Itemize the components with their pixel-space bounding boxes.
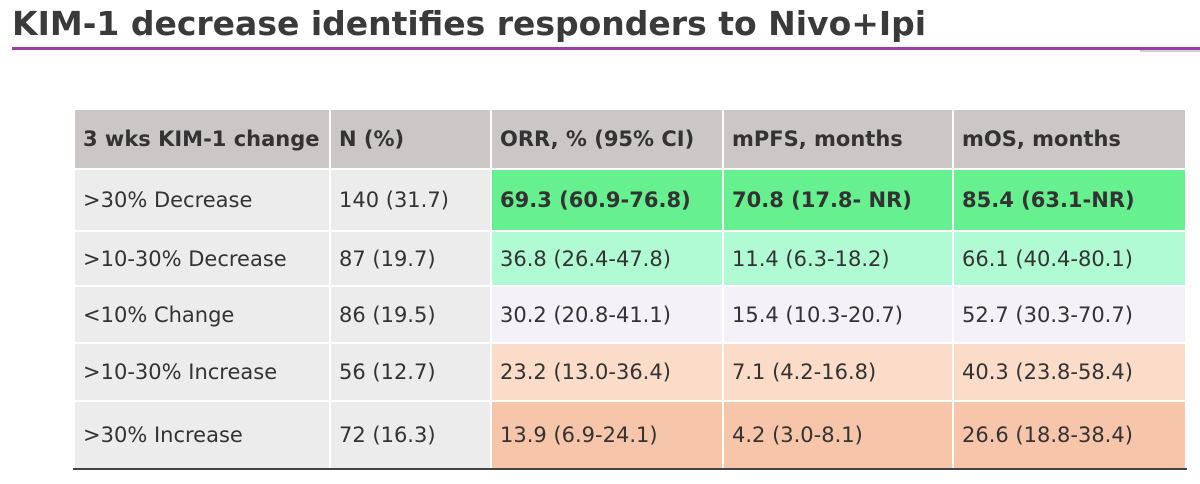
column-header: N (%) xyxy=(329,108,492,170)
table-cell: 86 (19.5) xyxy=(329,285,492,344)
results-table: 3 wks KIM-1 change N (%) ORR, % (95% CI) mP… xyxy=(73,108,1187,470)
table-cell: 140 (31.7) xyxy=(329,168,492,232)
table-cell: 72 (16.3) xyxy=(329,400,492,470)
table-cell: 26.6 (18.8-38.4) xyxy=(952,400,1187,470)
row-label: >30% Increase xyxy=(73,400,331,470)
table-cell: 66.1 (40.4-80.1) xyxy=(952,230,1187,287)
column-header: 3 wks KIM-1 change xyxy=(73,108,331,170)
table-cell: 7.1 (4.2-16.8) xyxy=(722,342,954,402)
table-cell: 11.4 (6.3-18.2) xyxy=(722,230,954,287)
table-row: >30% Decrease 140 (31.7) 69.3 (60.9-76.8) 7… xyxy=(73,168,1187,232)
table-cell: 56 (12.7) xyxy=(329,342,492,402)
table-cell: 4.2 (3.0-8.1) xyxy=(722,400,954,470)
table-cell: 69.3 (60.9-76.8) xyxy=(490,168,724,232)
table-row: >10-30% Increase 56 (12.7) 23.2 (13.0-36.4… xyxy=(73,342,1187,402)
table-cell: 36.8 (26.4-47.8) xyxy=(490,230,724,287)
table-cell: 52.7 (30.3-70.7) xyxy=(952,285,1187,344)
slide-title: KIM-1 decrease identifies responders to … xyxy=(12,4,927,43)
table-row: >30% Increase 72 (16.3) 13.9 (6.9-24.1) 4.2… xyxy=(73,400,1187,470)
table-cell: 40.3 (23.8-58.4) xyxy=(952,342,1187,402)
table-row: <10% Change 86 (19.5) 30.2 (20.8-41.1) 15.4… xyxy=(73,285,1187,344)
table-row: >10-30% Decrease 87 (19.7) 36.8 (26.4-47.8… xyxy=(73,230,1187,287)
column-header: mPFS, months xyxy=(722,108,954,170)
row-label: >10-30% Increase xyxy=(73,342,331,402)
table-cell: 23.2 (13.0-36.4) xyxy=(490,342,724,402)
column-header: ORR, % (95% CI) xyxy=(490,108,724,170)
table-cell: 30.2 (20.8-41.1) xyxy=(490,285,724,344)
header-row: 3 wks KIM-1 change N (%) ORR, % (95% CI) mP… xyxy=(73,108,1187,170)
row-label: >10-30% Decrease xyxy=(73,230,331,287)
table-cell: 15.4 (10.3-20.7) xyxy=(722,285,954,344)
table-cell: 70.8 (17.8- NR) xyxy=(722,168,954,232)
column-header: mOS, months xyxy=(952,108,1187,170)
table-cell: 13.9 (6.9-24.1) xyxy=(490,400,724,470)
title-rule-accent xyxy=(1140,50,1200,52)
table-cell: 87 (19.7) xyxy=(329,230,492,287)
row-label: >30% Decrease xyxy=(73,168,331,232)
row-label: <10% Change xyxy=(73,285,331,344)
table-cell: 85.4 (63.1-NR) xyxy=(952,168,1187,232)
title-rule xyxy=(12,47,1200,50)
